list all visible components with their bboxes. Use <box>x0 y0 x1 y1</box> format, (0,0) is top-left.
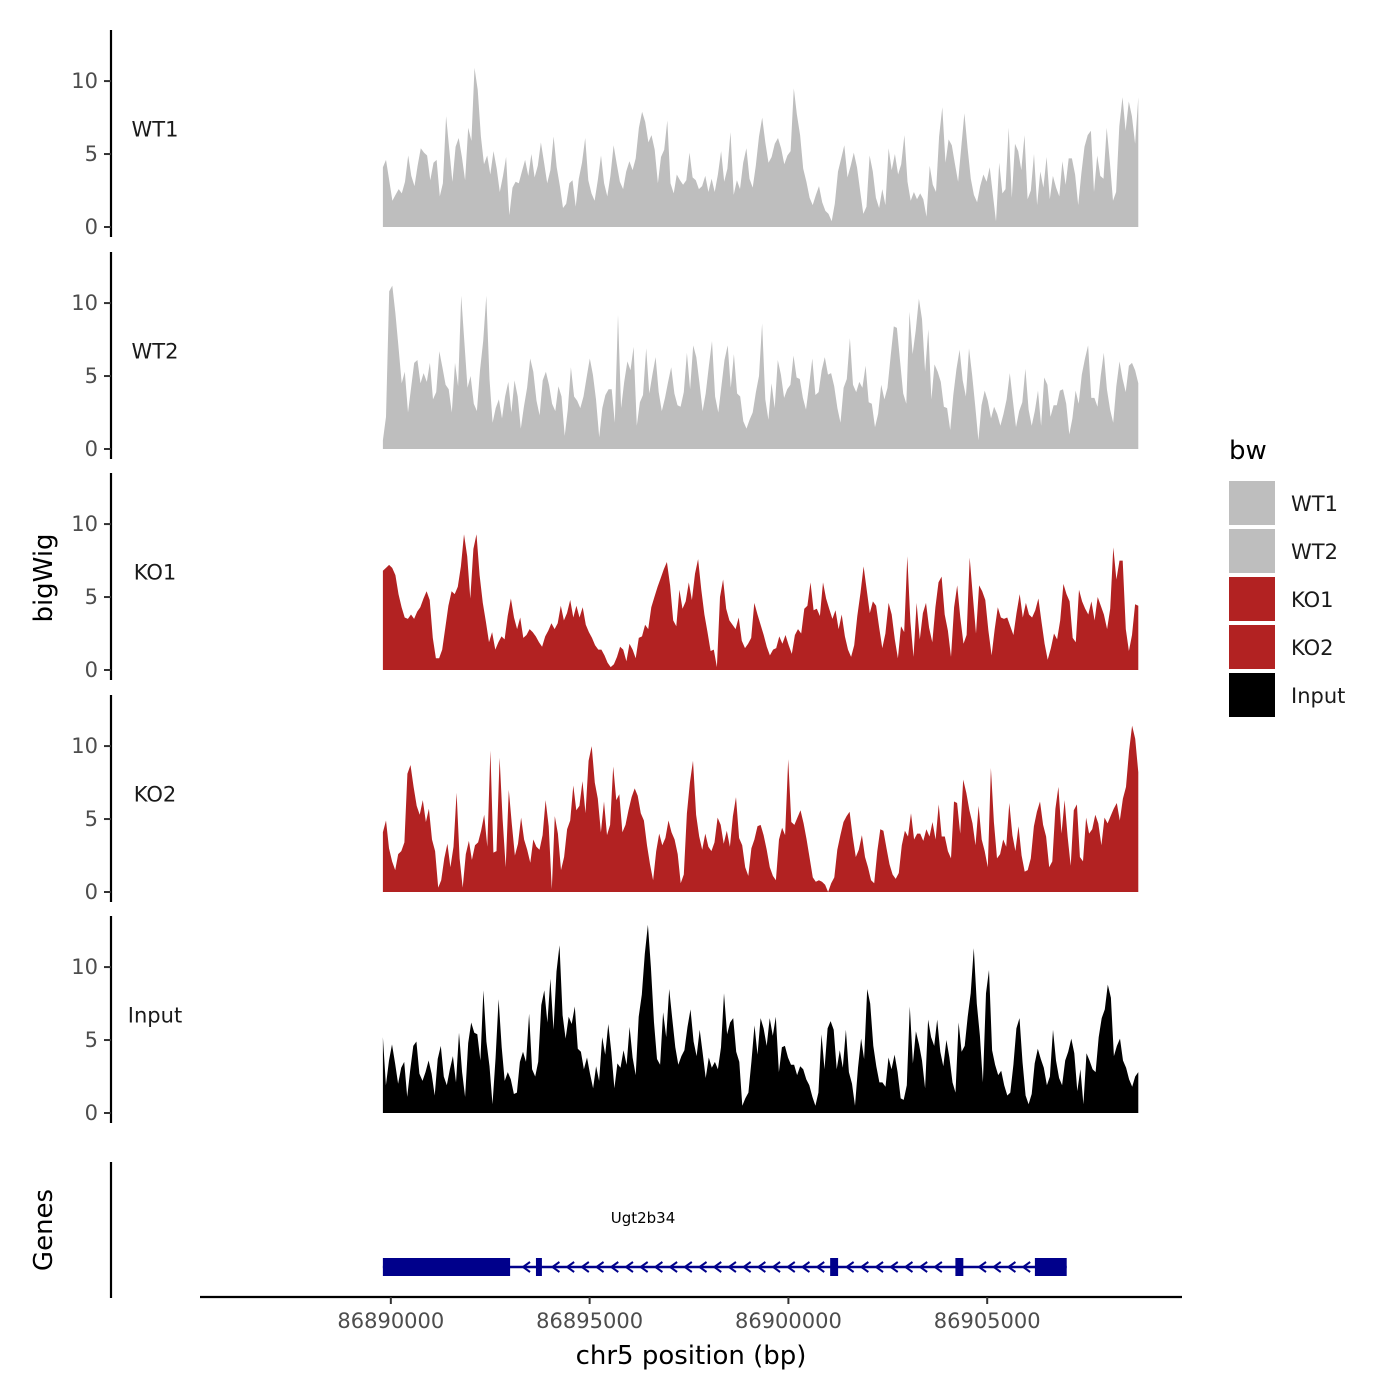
legend-key-ko1 <box>1229 577 1275 621</box>
y-tick-label-wt2-0: 0 <box>85 437 98 461</box>
gene-exon-1 <box>382 1258 511 1276</box>
strand-arrow <box>771 1261 781 1273</box>
track-wt1: 0 5 10 WT1 <box>71 30 1139 239</box>
gene-exon-2 <box>535 1258 542 1276</box>
track-label-input: Input <box>128 1004 182 1028</box>
track-ko1: 0 5 10 KO1 <box>71 473 1139 682</box>
strand-arrow <box>992 1261 1002 1273</box>
y-tick-label-input-5: 5 <box>85 1028 98 1052</box>
x-tick-label-86900000: 86900000 <box>735 1309 842 1333</box>
y-tick-label-ko2-0: 0 <box>85 880 98 904</box>
strand-arrow <box>874 1261 884 1273</box>
strand-arrow <box>786 1261 796 1273</box>
y-tick-label-wt2-5: 5 <box>85 364 98 388</box>
gene-track: Genes Ugt2b34 86890000 86895000 86900000 86… <box>29 1162 1182 1333</box>
x-tick-label-86905000: 86905000 <box>934 1309 1041 1333</box>
gene-model-ugt2b34 <box>382 1258 1067 1276</box>
strand-arrow <box>594 1261 605 1273</box>
strand-arrow <box>550 1261 561 1273</box>
legend-label-wt2: WT2 <box>1291 540 1338 564</box>
strand-arrow <box>741 1261 752 1273</box>
gene-track-title: Genes <box>29 1189 59 1271</box>
legend-label-input: Input <box>1291 684 1345 708</box>
legend-items: WT1 WT2 KO1 KO2 Input <box>1229 481 1345 717</box>
strand-arrow <box>918 1261 928 1273</box>
y-tick-label-input-0: 0 <box>85 1101 98 1125</box>
y-tick-label-ko2-5: 5 <box>85 807 98 831</box>
x-tick-label-86895000: 86895000 <box>536 1309 643 1333</box>
y-tick-label-ko2-10: 10 <box>71 734 98 758</box>
y-axis-title: bigWig <box>29 533 59 622</box>
strand-arrow <box>712 1261 722 1273</box>
strand-arrow <box>521 1261 531 1273</box>
signal-tracks: 0 5 10 WT1 0 5 10 WT2 0 5 10 KO1 0 5 10 KO2 0 5 10 Input <box>71 30 1139 1125</box>
strand-arrow <box>1021 1261 1031 1273</box>
legend-key-ko2 <box>1229 625 1275 669</box>
y-tick-label-ko1-0: 0 <box>85 658 98 682</box>
strand-arrow <box>815 1261 825 1273</box>
strand-arrow <box>889 1261 899 1273</box>
legend-label-ko2: KO2 <box>1291 636 1334 660</box>
y-tick-label-ko1-5: 5 <box>85 585 98 609</box>
y-tick-label-wt1-0: 0 <box>85 215 98 239</box>
track-label-ko2: KO2 <box>134 783 177 807</box>
legend: bw WT1 WT2 KO1 KO2 Input <box>1229 436 1345 717</box>
strand-arrow <box>977 1261 987 1273</box>
strand-arrow <box>668 1261 678 1273</box>
track-input: 0 5 10 Input <box>71 916 1139 1125</box>
legend-label-ko1: KO1 <box>1291 588 1334 612</box>
signal-area-ko1 <box>382 534 1139 670</box>
strand-arrow <box>697 1261 708 1273</box>
strand-arrow <box>844 1261 855 1273</box>
strand-arrow <box>683 1261 693 1273</box>
legend-key-wt1 <box>1229 481 1275 525</box>
y-tick-label-wt1-5: 5 <box>85 142 98 166</box>
track-label-wt1: WT1 <box>132 118 179 142</box>
gene-exon-3 <box>830 1258 839 1276</box>
gene-name-label: Ugt2b34 <box>611 1209 676 1227</box>
signal-area-wt1 <box>382 67 1139 228</box>
strand-arrow <box>756 1261 766 1273</box>
legend-label-wt1: WT1 <box>1291 492 1338 516</box>
track-label-ko1: KO1 <box>134 561 177 585</box>
y-tick-label-wt2-10: 10 <box>71 291 98 315</box>
strand-arrow <box>580 1261 590 1273</box>
strand-arrow <box>727 1261 737 1273</box>
strand-arrow <box>624 1261 634 1273</box>
y-tick-label-wt1-10: 10 <box>71 69 98 93</box>
y-tick-label-ko1-10: 10 <box>71 512 98 536</box>
legend-key-input <box>1229 673 1275 717</box>
strand-arrow <box>653 1261 663 1273</box>
strand-arrow <box>565 1261 575 1273</box>
track-ko2: 0 5 10 KO2 <box>71 695 1139 904</box>
strand-arrow <box>859 1261 869 1273</box>
x-axis-ticks: 86890000 86895000 86900000 86905000 <box>337 1297 1041 1333</box>
gene-exon-4 <box>955 1258 964 1276</box>
strand-arrow <box>609 1261 619 1273</box>
track-label-wt2: WT2 <box>132 340 179 364</box>
y-tick-label-input-10: 10 <box>71 955 98 979</box>
signal-area-ko2 <box>382 725 1139 892</box>
signal-area-wt2 <box>382 285 1139 449</box>
strand-arrow <box>933 1261 943 1273</box>
strand-arrow <box>903 1261 914 1273</box>
signal-area-input <box>382 924 1139 1113</box>
track-wt2: 0 5 10 WT2 <box>71 252 1139 461</box>
legend-key-wt2 <box>1229 529 1275 573</box>
strand-arrow <box>800 1261 811 1273</box>
x-axis-title: chr5 position (bp) <box>576 1341 807 1371</box>
x-tick-label-86890000: 86890000 <box>337 1309 444 1333</box>
gene-exon-5 <box>1034 1258 1067 1276</box>
strand-arrow <box>1006 1261 1017 1273</box>
legend-title: bw <box>1229 436 1267 466</box>
strand-arrow <box>638 1261 649 1273</box>
